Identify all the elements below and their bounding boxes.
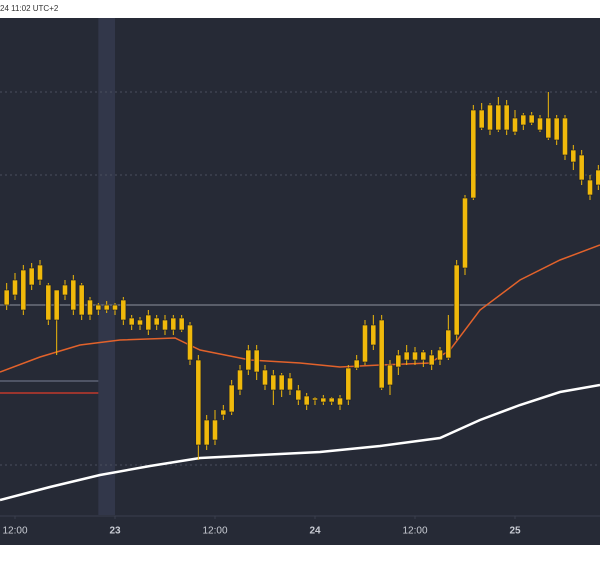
candle-body bbox=[528, 114, 535, 124]
candle-body bbox=[487, 104, 493, 131]
x-tick-label: 23 bbox=[109, 526, 121, 537]
candle-body bbox=[170, 317, 177, 331]
candle-body bbox=[37, 264, 43, 281]
candle-body bbox=[162, 319, 168, 331]
candle-body bbox=[578, 154, 585, 181]
candle-body bbox=[3, 289, 10, 306]
candle-body bbox=[495, 104, 502, 131]
plot bbox=[0, 18, 600, 515]
candle-body bbox=[278, 374, 285, 391]
candle-body bbox=[370, 324, 377, 346]
candle-body bbox=[362, 324, 368, 363]
x-tick-label: 25 bbox=[509, 526, 521, 537]
candle-body bbox=[428, 354, 435, 366]
top-bar bbox=[0, 0, 600, 18]
x-tick-label: 12:00 bbox=[2, 526, 27, 537]
header-time: 24 11:02 UTC+2 bbox=[0, 4, 59, 13]
candle-body bbox=[12, 279, 18, 296]
candle-body bbox=[62, 284, 68, 296]
candle-body bbox=[70, 279, 77, 311]
candle-body bbox=[570, 149, 577, 163]
candle-body bbox=[403, 351, 410, 361]
x-tick-label: 24 bbox=[309, 526, 321, 537]
candle-body bbox=[412, 351, 418, 361]
candle-body bbox=[445, 329, 452, 359]
candle-body bbox=[478, 109, 485, 129]
candle-body bbox=[203, 419, 210, 446]
candle-body bbox=[287, 377, 293, 391]
candle-body bbox=[553, 117, 560, 141]
candle-body bbox=[395, 354, 402, 368]
candle-body bbox=[28, 267, 35, 286]
candle-body bbox=[178, 317, 185, 331]
candle-body bbox=[195, 359, 202, 446]
candle-body bbox=[95, 304, 102, 311]
candle-body bbox=[353, 359, 360, 369]
ma-line bbox=[0, 244, 600, 373]
candle-body bbox=[78, 284, 85, 316]
candle-body bbox=[112, 304, 118, 311]
x-tick-label: 12:00 bbox=[202, 526, 227, 537]
candle-body bbox=[470, 109, 477, 199]
candle-body bbox=[595, 169, 600, 186]
candle-body bbox=[328, 397, 335, 403]
candle-body bbox=[120, 299, 127, 321]
candle-body bbox=[212, 419, 218, 441]
candle-body bbox=[262, 369, 268, 386]
candle-body bbox=[562, 117, 568, 156]
candle-body bbox=[137, 319, 143, 326]
candle-body bbox=[153, 317, 160, 326]
candle-body bbox=[237, 369, 243, 391]
candle-body bbox=[303, 395, 310, 406]
candle-body bbox=[520, 114, 527, 126]
candle-body bbox=[537, 117, 543, 131]
candle-body bbox=[245, 349, 252, 371]
candle-body bbox=[345, 367, 352, 401]
ma-line bbox=[0, 383, 600, 502]
candle-body bbox=[20, 269, 27, 311]
candle-body bbox=[253, 349, 260, 373]
candle-body bbox=[545, 117, 552, 139]
candle-body bbox=[337, 397, 343, 406]
candle-body bbox=[462, 197, 468, 269]
candle-body bbox=[270, 374, 277, 391]
candle-body bbox=[587, 179, 593, 196]
candle-body bbox=[103, 304, 110, 311]
candle-body bbox=[145, 314, 152, 331]
candle-body bbox=[512, 117, 518, 133]
highlight-column bbox=[98, 18, 115, 515]
candle-body bbox=[387, 364, 393, 386]
candle-body bbox=[228, 384, 235, 413]
candle-body bbox=[378, 319, 385, 389]
candle-body bbox=[320, 397, 327, 403]
candle-body bbox=[187, 324, 193, 361]
candle-body bbox=[87, 299, 93, 316]
candle-body bbox=[53, 289, 60, 321]
candle-body bbox=[437, 349, 443, 361]
candle-body bbox=[312, 397, 318, 401]
candle-body bbox=[420, 351, 427, 361]
candle-body bbox=[503, 104, 510, 131]
plot-background bbox=[0, 18, 600, 545]
candle-body bbox=[220, 409, 227, 416]
candle-body bbox=[453, 264, 460, 336]
candle-body bbox=[128, 317, 135, 326]
candle-body bbox=[45, 284, 52, 321]
candle-body bbox=[295, 389, 302, 401]
x-tick-label: 12:00 bbox=[402, 526, 427, 537]
